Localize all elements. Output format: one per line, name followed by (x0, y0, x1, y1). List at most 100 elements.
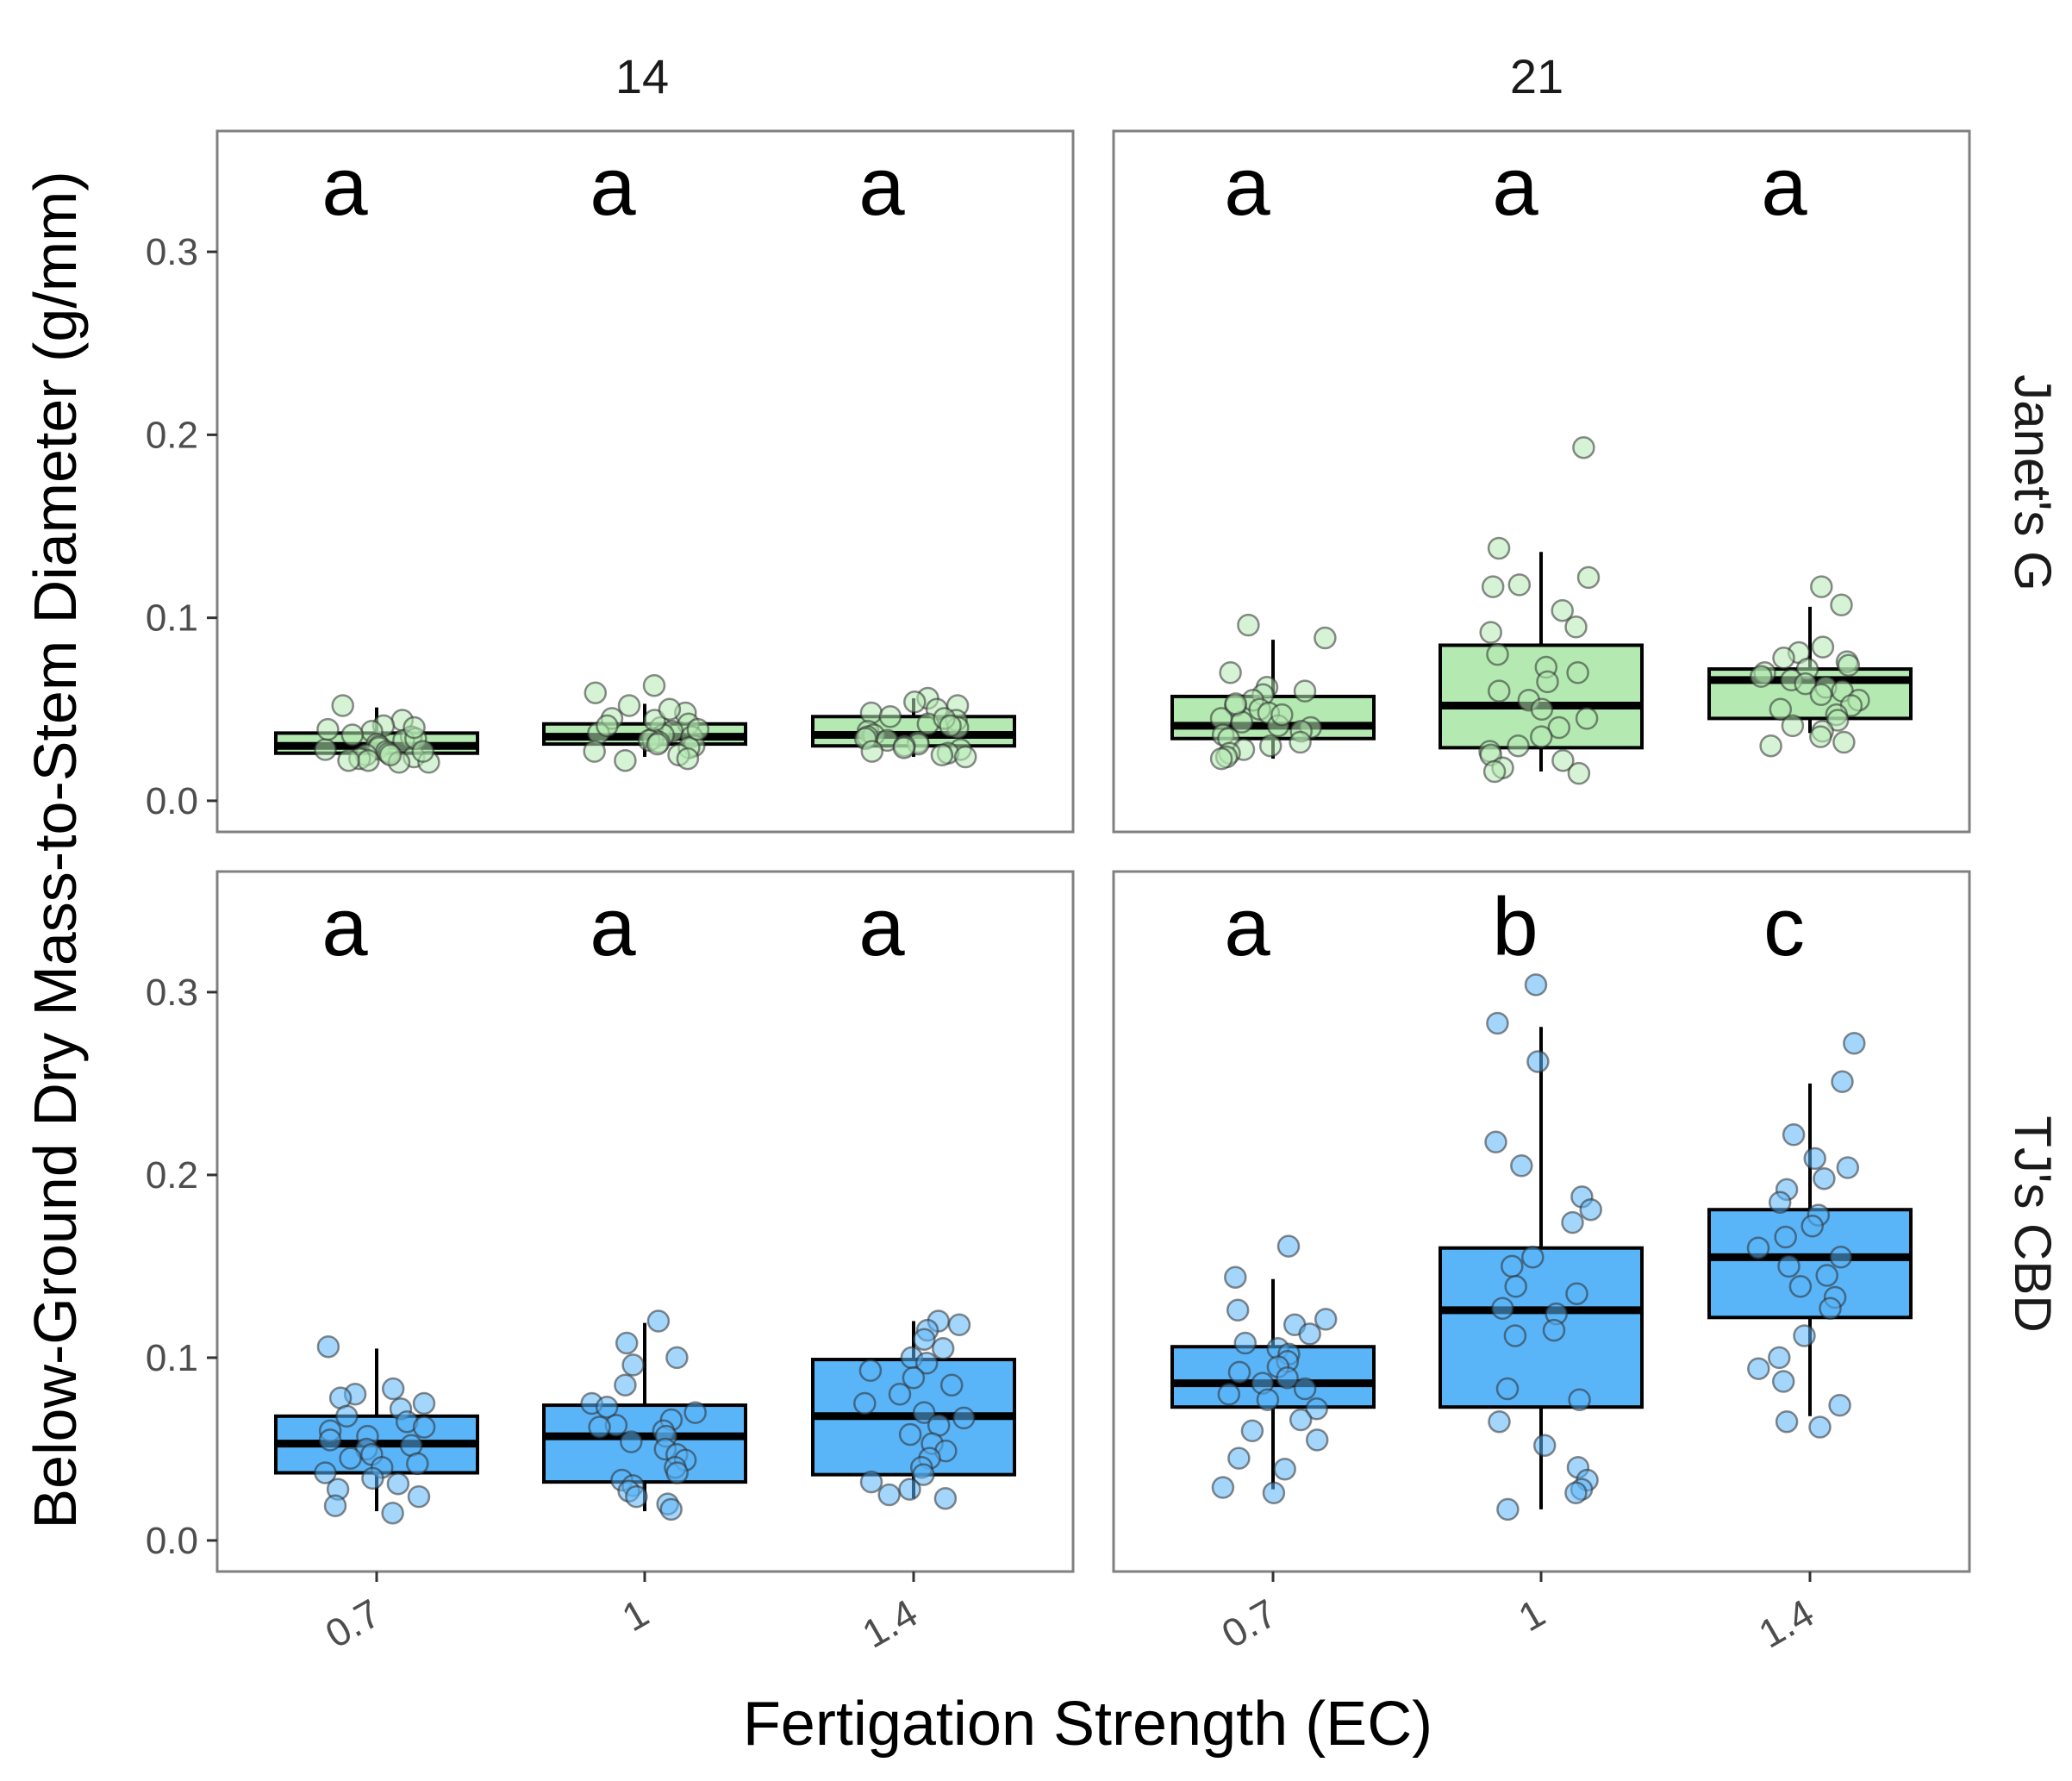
y-tick-label-panel-janets-g-14-1: 0.1 (146, 597, 198, 640)
panel-janets-g-21-point-1-0 (1572, 435, 1595, 459)
panel-janets-g-21-point-0-22 (1209, 747, 1233, 771)
panel-tjs-cbd-21-point-1-1 (1486, 1011, 1509, 1035)
panel-janets-g-21-point-1-15 (1547, 716, 1571, 740)
panel-tjs-cbd-21-point-2-2 (1782, 1123, 1806, 1147)
panel-tjs-cbd-14-point-1-6 (595, 1395, 619, 1419)
panel-janets-g-21-letter-1: a (1492, 141, 1538, 233)
panel-tjs-cbd-21-point-0-19 (1240, 1419, 1264, 1443)
panel-tjs-cbd-21-point-1-23 (1564, 1481, 1588, 1505)
panel-tjs-cbd-14-point-0-0 (316, 1334, 340, 1359)
panel-janets-g-21-letter-2: a (1761, 141, 1807, 233)
panel-tjs-cbd-14-point-0-20 (386, 1472, 410, 1496)
panel-tjs-cbd-21-point-1-8 (1521, 1246, 1545, 1269)
panel-tjs-cbd-14-point-2-24 (933, 1486, 958, 1510)
panel-janets-g-21-point-1-1 (1487, 536, 1511, 560)
y-tick-label-panel-janets-g-14-0: 0.0 (146, 780, 198, 822)
panel-janets-g-21-point-1-14 (1575, 707, 1599, 730)
panel-tjs-cbd-21-point-1-10 (1504, 1275, 1527, 1298)
panel-janets-g-21-point-1-7 (1479, 621, 1502, 644)
panel-janets-g-21-point-2-1 (1830, 593, 1853, 617)
y-tick-label-panel-tjs-cbd-14-2: 0.2 (146, 1154, 198, 1197)
panel-janets-g-21-point-1-5 (1551, 598, 1574, 622)
panel-janets-g-21-point-2-24 (1759, 734, 1782, 758)
panel-janets-g-14-point-2-17 (892, 736, 916, 759)
panel-janets-g-14-point-0-10 (314, 738, 337, 761)
panel-janets-g-21-point-2-4 (1772, 647, 1795, 670)
panel-tjs-cbd-21-point-2-0 (1843, 1032, 1866, 1055)
y-tick-label-panel-tjs-cbd-14-0: 0.0 (146, 1520, 198, 1562)
y-axis-title: Below-Ground Dry Mass-to-Stem Diameter (… (22, 171, 89, 1528)
panel-janets-g-21-point-2-23 (1832, 730, 1856, 754)
panel-tjs-cbd-14-point-0-15 (339, 1447, 362, 1470)
panel-tjs-cbd-14-point-1-0 (646, 1309, 671, 1333)
panel-tjs-cbd-14-point-0-16 (406, 1452, 429, 1476)
panel-tjs-cbd-21-point-0-22 (1273, 1458, 1296, 1481)
panel-tjs-cbd-14-point-2-15 (898, 1422, 922, 1447)
panel-janets-g-21-point-0-1 (1314, 626, 1337, 650)
panel-tjs-cbd-14-point-1-21 (625, 1484, 648, 1509)
panel-tjs-cbd-14-point-0-1 (381, 1377, 405, 1401)
y-tick-label-panel-janets-g-14-2: 0.2 (146, 414, 198, 456)
panel-tjs-cbd-21-point-2-17 (1819, 1297, 1842, 1320)
panel-tjs-cbd-14-letter-0: a (321, 881, 368, 973)
panel-tjs-cbd-14-point-1-3 (621, 1353, 645, 1377)
panel-tjs-cbd-14-point-2-8 (902, 1366, 926, 1390)
panel-tjs-cbd-21-point-1-24 (1496, 1497, 1520, 1522)
panel-tjs-cbd-14-point-0-4 (412, 1391, 436, 1415)
panel-janets-g-21-point-2-20 (1781, 714, 1805, 738)
panel-janets-g-14-point-1-14 (646, 732, 670, 756)
panel-tjs-cbd-21-point-1-3 (1484, 1130, 1507, 1154)
panel-tjs-cbd-14-point-2-22 (898, 1478, 921, 1501)
panel-tjs-cbd-21-point-2-4 (1836, 1156, 1860, 1179)
panel-tjs-cbd-21-point-1-19 (1532, 1434, 1557, 1457)
panel-tjs-cbd-21-point-2-23 (1775, 1409, 1799, 1434)
panel-tjs-cbd-21-point-0-6 (1233, 1331, 1258, 1355)
panel-tjs-cbd-14-letter-2: a (858, 881, 905, 973)
panel-janets-g-14-point-0-16 (357, 748, 380, 772)
panel-tjs-cbd-14-point-1-7 (683, 1401, 707, 1424)
panel-janets-g-21-point-1-10 (1536, 670, 1559, 694)
panel-tjs-cbd-14-point-2-7 (858, 1359, 883, 1383)
panel-janets-g-14-letter-0: a (321, 141, 368, 233)
panel-tjs-cbd-21-point-1-2 (1526, 1050, 1550, 1073)
panel-tjs-cbd-14-point-2-23 (877, 1483, 901, 1507)
panel-tjs-cbd-14-point-1-23 (659, 1497, 683, 1522)
panel-tjs-cbd-21-point-1-11 (1565, 1282, 1588, 1305)
panel-tjs-cbd-21-point-2-7 (1768, 1190, 1792, 1214)
panel-tjs-cbd-21-point-2-1 (1831, 1070, 1854, 1094)
panel-tjs-cbd-21-point-0-2 (1226, 1298, 1250, 1322)
panel-tjs-cbd-21-point-2-22 (1828, 1393, 1851, 1417)
panel-janets-g-21-point-1-24 (1486, 642, 1509, 666)
panel-janets-g-21-border (1112, 129, 1971, 834)
panel-tjs-cbd-14-point-0-24 (381, 1501, 404, 1525)
panel-tjs-cbd-21-point-1-4 (1510, 1154, 1533, 1178)
y-tick-label-panel-tjs-cbd-14-1: 0.1 (146, 1337, 198, 1379)
panel-janets-g-21-point-1-13 (1530, 697, 1554, 722)
panel-janets-g-14-point-2-19 (860, 740, 884, 763)
panel-tjs-cbd-21-point-0-15 (1217, 1383, 1241, 1406)
panel-tjs-cbd-14-point-1-4 (614, 1373, 637, 1397)
panel-tjs-cbd-21-point-2-3 (1803, 1147, 1826, 1171)
facet-row-label-janets-g: Janet's G (2004, 374, 2062, 591)
panel-tjs-cbd-14-point-1-2 (665, 1346, 689, 1370)
panel-tjs-cbd-21-box-1 (1439, 1246, 1644, 1409)
panel-janets-g-14-point-0-23 (378, 743, 403, 767)
panel-janets-g-21-point-2-19 (1825, 709, 1850, 732)
panel-tjs-cbd-21-point-1-9 (1501, 1254, 1524, 1278)
panel-tjs-cbd-21-point-0-24 (1262, 1481, 1286, 1505)
panel-janets-g-14-point-1-1 (584, 681, 608, 704)
panel-tjs-cbd-21-point-0-3 (1314, 1308, 1338, 1331)
panel-tjs-cbd-21-point-1-14 (1542, 1318, 1566, 1342)
panel-tjs-cbd-21-point-1-12 (1491, 1297, 1514, 1320)
panel-janets-g-14-point-0-24 (411, 740, 435, 763)
panel-tjs-cbd-14-point-2-1 (947, 1313, 971, 1337)
panel-janets-g-14-point-2-1 (903, 691, 927, 714)
panel-tjs-cbd-21-point-0-17 (1305, 1397, 1328, 1421)
panel-tjs-cbd-14-point-0-6 (335, 1404, 359, 1428)
panel-tjs-cbd-21-point-2-13 (1777, 1254, 1801, 1278)
panel-tjs-cbd-21-point-2-20 (1747, 1357, 1770, 1380)
panel-janets-g-14-point-0-21 (403, 716, 426, 740)
panel-janets-g-21-point-2-0 (1810, 575, 1833, 598)
panel-tjs-cbd-14-point-0-8 (412, 1415, 436, 1439)
facet-col-label-14: 14 (615, 49, 669, 103)
